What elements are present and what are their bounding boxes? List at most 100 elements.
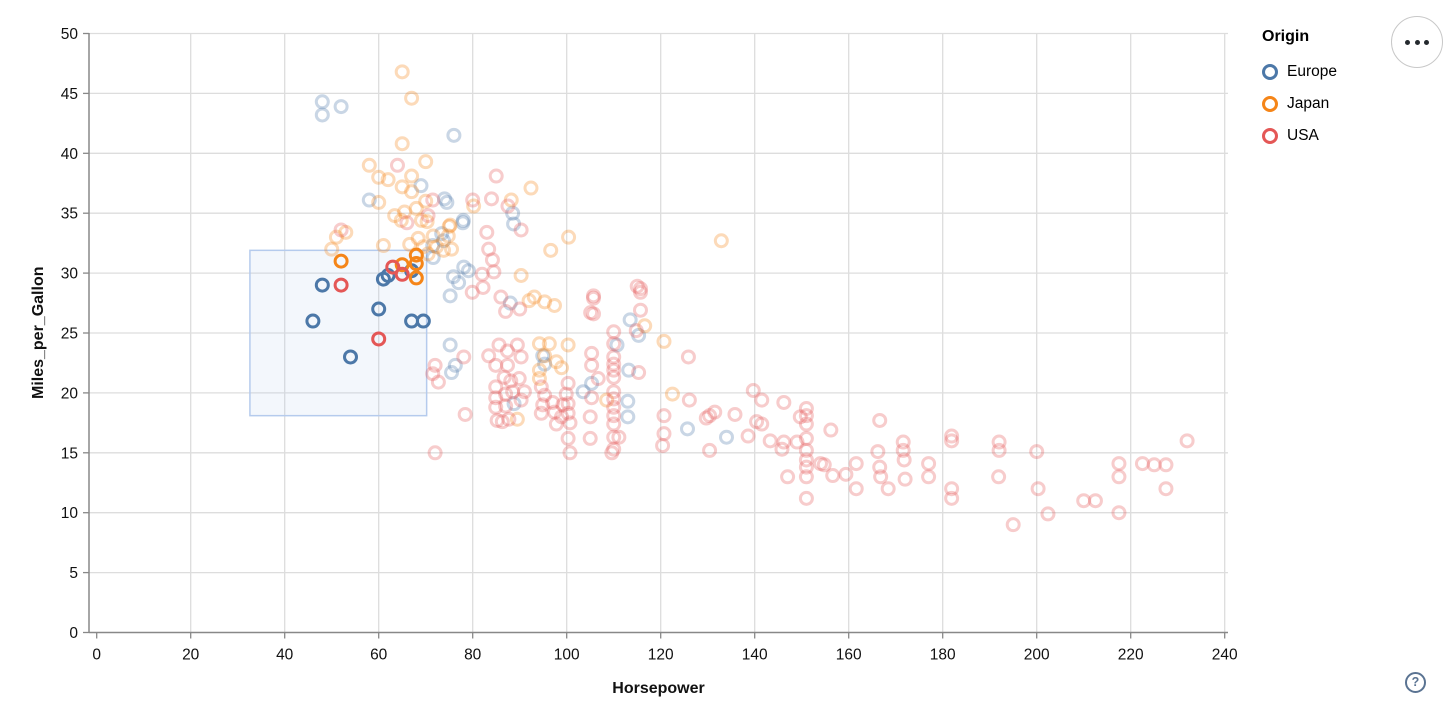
- scatter-point-usa: [560, 396, 576, 412]
- x-tick-label: 180: [930, 647, 956, 664]
- y-tick-label: 40: [61, 146, 79, 163]
- scatter-point-europe: [535, 348, 551, 364]
- scatter-point-europe: [505, 205, 521, 221]
- scatter-point-usa: [606, 429, 622, 445]
- scatter-point-usa: [1029, 444, 1045, 460]
- legend-item-usa[interactable]: USA: [1262, 120, 1337, 152]
- legend-item-japan[interactable]: Japan: [1262, 88, 1337, 120]
- scatter-point-usa: [513, 392, 529, 408]
- scatter-point-europe: [460, 263, 476, 279]
- scatter-point-japan: [664, 386, 680, 402]
- scatter-point-japan: [394, 136, 410, 152]
- scatter-point-usa: [991, 469, 1007, 485]
- scatter-point-japan: [375, 238, 391, 254]
- scatter-point-usa: [611, 429, 627, 445]
- scatter-point-usa: [457, 406, 473, 422]
- scatter-point-usa: [562, 445, 578, 461]
- scatter-point-usa: [545, 394, 561, 410]
- scatter-point-japan: [656, 333, 672, 349]
- scatter-point-usa: [897, 471, 913, 487]
- scatter-point-usa: [655, 438, 671, 454]
- scatter-point-usa: [425, 366, 441, 382]
- scatter-point-usa: [1040, 506, 1056, 522]
- scatter-point-usa: [798, 442, 814, 458]
- scatter-point-japan: [408, 270, 424, 286]
- scatter-point-europe: [415, 313, 431, 329]
- scatter-point-usa: [632, 281, 648, 297]
- scatter-point-usa: [333, 277, 349, 293]
- x-tick-label: 20: [182, 647, 200, 664]
- scatter-point-usa: [496, 369, 512, 385]
- scatter-point-usa: [813, 456, 828, 472]
- scatter-point-usa: [776, 394, 792, 410]
- scatter-point-usa: [493, 289, 509, 305]
- scatter-point-usa: [838, 466, 854, 482]
- scatter-point-japan: [425, 228, 441, 244]
- scatter-point-japan: [404, 184, 420, 200]
- y-tick-label: 20: [61, 385, 79, 402]
- legend-item-europe[interactable]: Europe: [1262, 56, 1337, 88]
- scatter-point-usa: [479, 224, 495, 240]
- scatter-point-usa: [465, 192, 481, 208]
- scatter-point-europe: [444, 365, 460, 381]
- scatter-point-usa: [499, 357, 515, 373]
- scatter-point-japan: [713, 233, 729, 249]
- scatter-point-japan: [394, 64, 410, 80]
- y-tick-label: 35: [61, 206, 78, 223]
- scatter-point-usa: [533, 405, 549, 421]
- scatter-point-japan: [418, 193, 434, 209]
- help-icon[interactable]: ?: [1405, 672, 1426, 693]
- scatter-point-europe: [679, 421, 695, 437]
- chart-actions-menu-button[interactable]: [1391, 16, 1443, 68]
- scatter-point-japan: [404, 90, 420, 106]
- scatter-point-usa: [1111, 456, 1127, 472]
- scatter-point-usa: [582, 430, 598, 446]
- scatter-point-usa: [420, 208, 436, 224]
- x-tick-label: 100: [554, 647, 580, 664]
- legend-label: USA: [1287, 127, 1319, 144]
- scatter-point-japan: [531, 336, 547, 352]
- scatter-point-japan: [444, 241, 460, 257]
- scatter-point-usa: [745, 383, 761, 399]
- scatter-point-usa: [606, 336, 622, 352]
- scatter-point-usa: [546, 404, 562, 420]
- scatter-point-usa: [798, 430, 814, 446]
- scatter-point-usa: [702, 408, 718, 424]
- scatter-point-usa: [754, 416, 770, 432]
- scatter-point-usa: [590, 371, 606, 387]
- scatter-point-usa: [558, 386, 574, 402]
- scatter-point-usa: [333, 222, 349, 238]
- scatter-point-usa: [825, 468, 841, 484]
- selection-brush[interactable]: [249, 249, 428, 417]
- scatter-point-usa: [1087, 493, 1103, 509]
- scatter-point-japan: [408, 247, 424, 263]
- scatter-point-japan: [429, 239, 445, 255]
- x-tick-label: 200: [1024, 647, 1050, 664]
- scatter-point-europe: [314, 107, 330, 123]
- scatter-point-usa: [872, 412, 888, 428]
- scatter-point-japan: [394, 257, 410, 273]
- scatter-point-europe: [620, 393, 636, 409]
- scatter-point-japan: [333, 253, 349, 269]
- scatter-point-usa: [606, 356, 622, 372]
- scatter-point-japan: [328, 229, 344, 245]
- scatter-point-usa: [585, 290, 601, 306]
- scatter-point-usa: [681, 392, 697, 408]
- scatter-point-usa: [584, 390, 600, 406]
- scatter-point-usa: [740, 428, 756, 444]
- scatter-point-usa: [606, 384, 622, 400]
- scatter-point-japan: [541, 336, 557, 352]
- scatter-point-usa: [498, 386, 514, 402]
- scatter-point-japan: [436, 242, 452, 258]
- scatter-point-usa: [488, 399, 504, 415]
- scatter-point-japan: [521, 293, 537, 309]
- scatter-point-usa: [513, 349, 529, 365]
- y-tick-label: 25: [61, 326, 78, 343]
- scatter-point-europe: [413, 178, 429, 194]
- x-tick-label: 240: [1212, 647, 1238, 664]
- scatter-point-usa: [535, 397, 551, 413]
- scatter-point-usa: [873, 469, 889, 485]
- scatter-point-europe: [622, 312, 638, 328]
- scatter-point-usa: [780, 469, 796, 485]
